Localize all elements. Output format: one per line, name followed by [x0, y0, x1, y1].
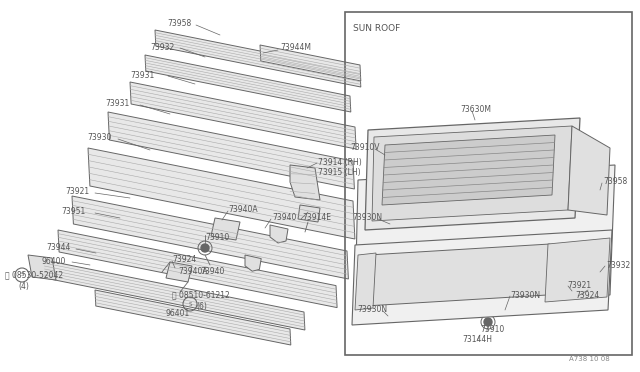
Text: 96401: 96401	[165, 310, 189, 318]
Text: 73930: 73930	[87, 134, 111, 142]
Text: 73910: 73910	[480, 326, 504, 334]
Text: 73915 (LH): 73915 (LH)	[318, 169, 360, 177]
Polygon shape	[568, 126, 610, 215]
Circle shape	[385, 315, 391, 321]
Text: Ⓢ 08530-52042: Ⓢ 08530-52042	[5, 270, 63, 279]
Polygon shape	[298, 205, 320, 222]
Text: 73931: 73931	[105, 99, 129, 109]
Polygon shape	[108, 112, 355, 189]
Polygon shape	[382, 135, 555, 205]
Text: 73958: 73958	[603, 177, 627, 186]
Polygon shape	[44, 260, 305, 330]
Text: 73921: 73921	[65, 187, 89, 196]
Text: 73940: 73940	[200, 267, 225, 276]
Text: SUN ROOF: SUN ROOF	[353, 24, 400, 33]
Polygon shape	[155, 30, 361, 87]
Polygon shape	[245, 255, 261, 271]
Text: 73914 (RH): 73914 (RH)	[318, 157, 362, 167]
Polygon shape	[88, 148, 355, 239]
Text: 73951: 73951	[61, 208, 85, 217]
Polygon shape	[95, 290, 291, 345]
Text: S: S	[20, 273, 24, 278]
Polygon shape	[72, 196, 348, 279]
Circle shape	[573, 292, 577, 298]
Text: 73910: 73910	[205, 234, 229, 243]
Text: 73630M: 73630M	[460, 106, 491, 115]
Polygon shape	[28, 255, 56, 280]
Polygon shape	[355, 165, 615, 310]
Text: 73914E: 73914E	[302, 214, 331, 222]
Text: 73940: 73940	[272, 214, 296, 222]
Polygon shape	[166, 262, 192, 282]
Text: S: S	[188, 301, 192, 307]
Polygon shape	[352, 230, 612, 325]
Text: 73932: 73932	[606, 260, 630, 269]
Circle shape	[484, 318, 492, 326]
Polygon shape	[260, 45, 361, 81]
Text: 73944: 73944	[46, 244, 70, 253]
Text: 73924: 73924	[172, 256, 196, 264]
Text: 73930N: 73930N	[352, 214, 382, 222]
Polygon shape	[365, 118, 580, 230]
Text: Ⓢ 08510-61212: Ⓢ 08510-61212	[172, 291, 230, 299]
Text: 73940A: 73940A	[228, 205, 258, 215]
Text: 73930N: 73930N	[357, 305, 387, 314]
Text: 96400: 96400	[42, 257, 67, 266]
Polygon shape	[290, 165, 320, 200]
Polygon shape	[58, 230, 337, 308]
Polygon shape	[545, 238, 610, 302]
Text: A738 10 08: A738 10 08	[569, 356, 610, 362]
Polygon shape	[355, 253, 376, 310]
Text: 73944M: 73944M	[280, 44, 311, 52]
Polygon shape	[211, 218, 240, 240]
Polygon shape	[270, 225, 288, 243]
Polygon shape	[145, 55, 351, 112]
Text: 73921: 73921	[567, 280, 591, 289]
Text: 73930N: 73930N	[510, 291, 540, 299]
Polygon shape	[365, 244, 550, 306]
Text: 73144H: 73144H	[462, 336, 492, 344]
Circle shape	[201, 244, 209, 252]
Polygon shape	[130, 82, 356, 149]
Text: 73940A: 73940A	[178, 267, 207, 276]
Text: 73910V: 73910V	[350, 144, 380, 153]
Text: 73932: 73932	[150, 42, 174, 51]
Text: 73924: 73924	[575, 291, 599, 299]
Text: 73931: 73931	[130, 71, 154, 80]
Polygon shape	[372, 126, 572, 221]
Circle shape	[589, 286, 595, 294]
Text: (4): (4)	[18, 282, 29, 291]
Text: 73958: 73958	[167, 19, 191, 28]
Text: (6): (6)	[196, 301, 207, 311]
